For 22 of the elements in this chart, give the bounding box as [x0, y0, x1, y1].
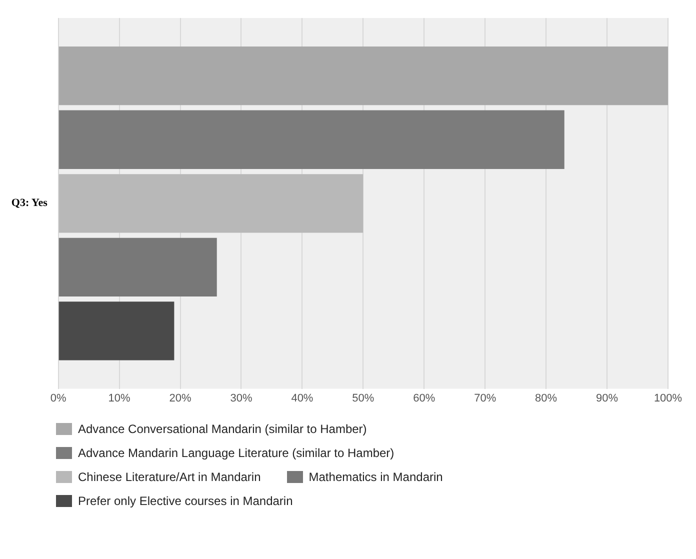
- legend-label: Prefer only Elective courses in Mandarin: [78, 494, 293, 508]
- x-tick-label: 40%: [291, 392, 314, 404]
- x-tick-label: 80%: [535, 392, 558, 404]
- legend-label: Advance Conversational Mandarin (similar to Hamber): [78, 422, 367, 436]
- bar: [58, 238, 217, 297]
- legend-label: Advance Mandarin Language Literature (similar to Hamber): [78, 446, 394, 460]
- y-tick-label: Q3: Yes: [11, 197, 48, 210]
- x-tick-label: 60%: [413, 392, 436, 404]
- bar: [58, 302, 174, 360]
- bar: [58, 110, 564, 169]
- x-tick-label: 30%: [230, 392, 252, 404]
- x-tick-label: 10%: [108, 392, 131, 404]
- x-tick-label: 70%: [474, 392, 496, 404]
- x-tick-label: 50%: [352, 392, 374, 404]
- x-tick-label: 0%: [50, 392, 67, 404]
- bar: [58, 174, 364, 233]
- x-tick-label: 100%: [654, 392, 682, 404]
- bar: [58, 46, 668, 106]
- x-tick-label: 20%: [169, 392, 192, 404]
- legend-label: Mathematics in Mandarin: [308, 470, 443, 484]
- legend-label: Chinese Literature/Art in Mandarin: [78, 470, 261, 484]
- x-tick-label: 90%: [596, 392, 618, 404]
